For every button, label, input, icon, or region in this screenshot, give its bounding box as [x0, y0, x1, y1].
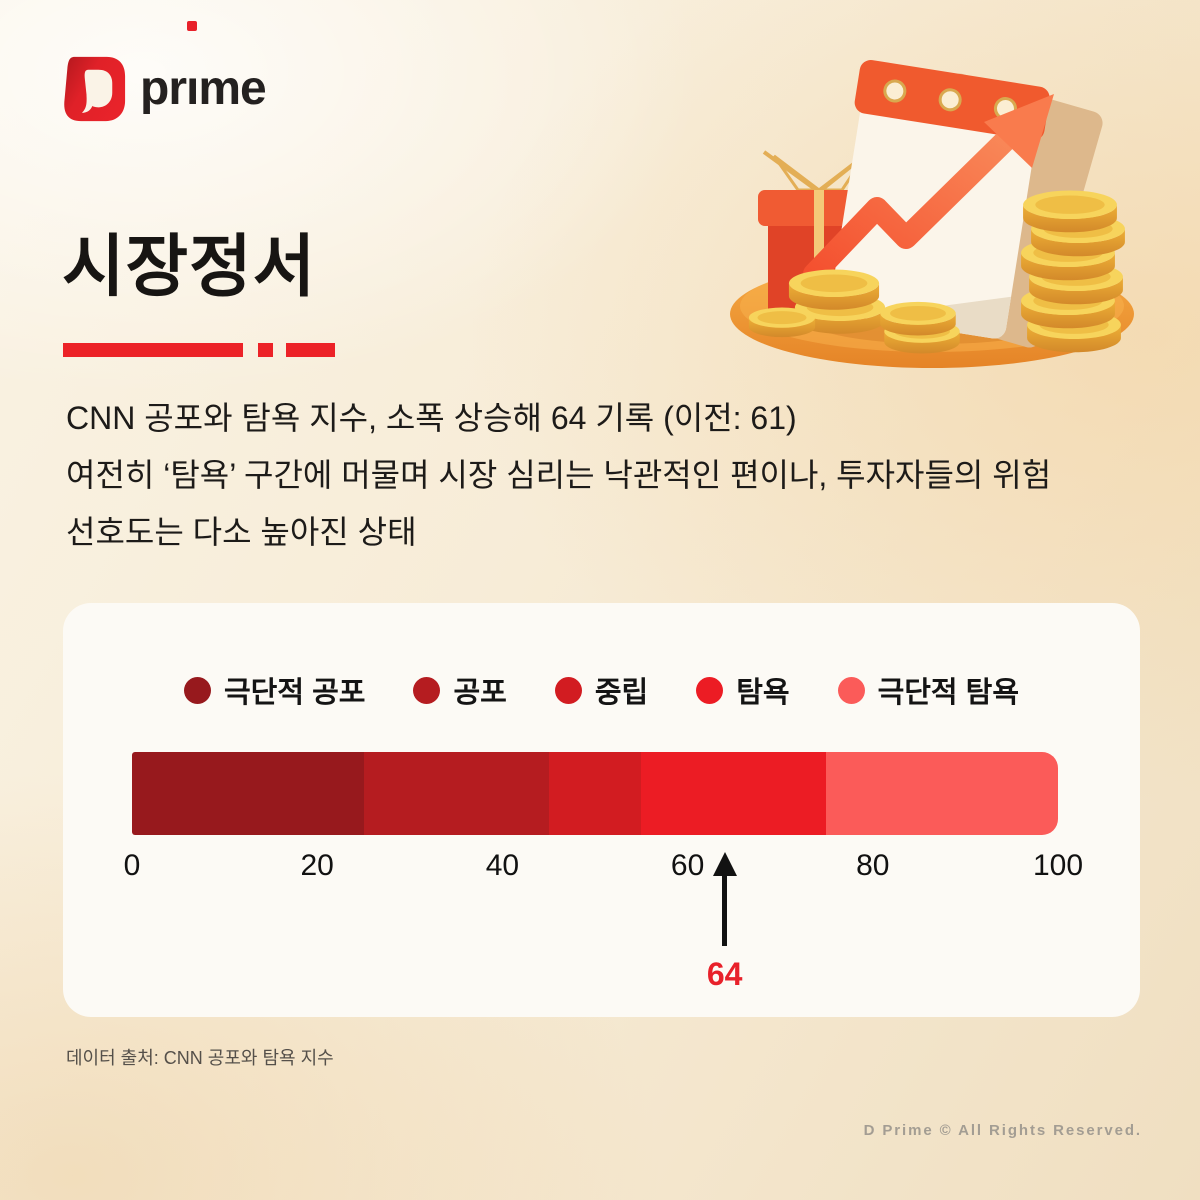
legend-color-dot-icon: [183, 676, 211, 704]
legend-label: 극단적 탐욕: [877, 677, 1020, 709]
legend-item-extreme-fear: 극단적 공포: [183, 669, 366, 711]
legend-item-neutral: 중립: [554, 669, 649, 711]
gauge-chart: 0 20 40 60 80 100 64: [124, 752, 1083, 1002]
intro-line-3: 선호도는 다소 높아진 상태: [66, 514, 417, 550]
gauge-segment: [641, 752, 827, 835]
intro-line-1: CNN 공포와 탐욕 지수, 소폭 상승해 64 기록 (이전: 61): [66, 400, 797, 436]
chart-card: 극단적 공포 공포 중립 탐욕 극단적 탐욕 0 20 40 60 80 100: [63, 603, 1140, 1017]
legend-label: 중립: [594, 677, 649, 709]
gauge-legend: 극단적 공포 공포 중립 탐욕 극단적 탐욕: [63, 669, 1140, 711]
gauge-axis-ticks: 0 20 40 60 80 100: [124, 849, 1083, 885]
legend-label: 극단적 공포: [223, 677, 366, 709]
title-underline: [63, 343, 335, 357]
legend-color-dot-icon: [554, 676, 582, 704]
copyright-text: D Prime © All Rights Reserved.: [863, 1122, 1142, 1139]
gauge-segment: [363, 752, 549, 835]
data-source-note: 데이터 출처: CNN 공포와 탐욕 지수: [66, 1048, 334, 1068]
arrow-up-icon: [712, 852, 737, 876]
page-title: 시장정서: [62, 229, 317, 305]
gauge-bar: [132, 752, 1058, 835]
brand-wordmark: pr ı me: [140, 21, 267, 115]
legend-item-extreme-greed: 극단적 탐욕: [837, 669, 1020, 711]
finance-calendar-illustration-icon: [730, 60, 1134, 368]
tick-label: 20: [300, 849, 334, 882]
tick-label: 60: [670, 849, 705, 882]
legend-color-dot-icon: [413, 676, 441, 704]
d-logo-icon: [64, 56, 126, 122]
marker-value-label: 64: [706, 956, 743, 992]
tick-label: 80: [856, 849, 890, 882]
gauge-segment: [826, 752, 1058, 835]
tick-label: 0: [123, 849, 141, 882]
tick-label: 100: [1032, 849, 1084, 882]
legend-item-greed: 탐욕: [696, 669, 790, 711]
gauge-segment: [548, 752, 642, 835]
gauge-segment: [132, 752, 364, 835]
intro-line-2: 여전히 ‘탐욕’ 구간에 머물며 시장 심리는 낙관적인 편이나, 투자자들의 …: [66, 457, 1052, 493]
intro-paragraph: CNN 공포와 탐욕 지수, 소폭 상승해 64 기록 (이전: 61) 여전히…: [66, 390, 1141, 561]
legend-label: 공포: [453, 677, 507, 709]
brand-logo: pr ı me: [60, 21, 267, 122]
legend-label: 탐욕: [736, 677, 790, 709]
legend-color-dot-icon: [837, 676, 865, 704]
legend-item-fear: 공포: [413, 669, 507, 711]
arrow-stem: [722, 874, 728, 946]
legend-color-dot-icon: [696, 676, 724, 704]
tick-label: 40: [485, 849, 520, 882]
